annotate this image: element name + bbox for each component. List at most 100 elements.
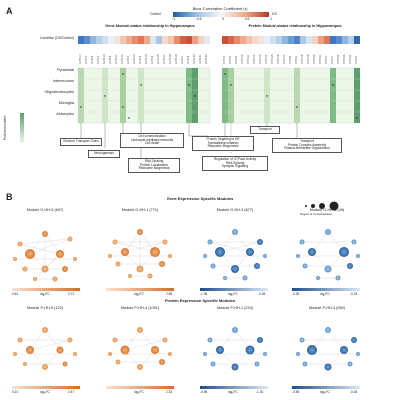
protein-enrichment-grid xyxy=(221,67,361,124)
scale-tick: 1 xyxy=(270,17,272,21)
protein-cb1-max: 2.47 xyxy=(68,390,75,394)
gene-network-3 xyxy=(203,229,267,281)
svg-text:G-HH-14: G-HH-14 xyxy=(79,54,82,64)
protein-module-title-4: Module P-HH-3 (950) xyxy=(308,306,346,310)
svg-text:G-HH-10: G-HH-10 xyxy=(103,54,106,64)
callout-protein-targeting: Protein Targeting to ER Translational In… xyxy=(192,136,254,152)
protein-heatmap-title: Protein Module-status relationship in Hi… xyxy=(248,24,342,28)
svg-text:G-HH-16: G-HH-16 xyxy=(157,54,160,64)
svg-text:P-HH-24: P-HH-24 xyxy=(349,54,352,64)
fold-enrichment-label: Fold enrichment xyxy=(3,115,7,140)
gene-cb1-axis: log₂FC xyxy=(40,292,50,296)
svg-text:P-HH-21: P-HH-21 xyxy=(319,54,322,64)
gene-network-4 xyxy=(296,229,360,281)
svg-text:G-HH-1: G-HH-1 xyxy=(181,55,184,64)
svg-text:P-HH-19: P-HH-19 xyxy=(307,54,310,64)
svg-text:G-HH-19: G-HH-19 xyxy=(175,54,178,64)
scale-tick: -1 xyxy=(172,17,176,21)
protein-network-3 xyxy=(203,327,267,371)
protein-colorbar-3 xyxy=(200,386,268,389)
svg-text:P-HH-5: P-HH-5 xyxy=(229,55,232,64)
svg-text:G-HH-13: G-HH-13 xyxy=(133,54,136,64)
svg-text:P-HH-2: P-HH-2 xyxy=(295,55,298,64)
gene-module-title-1: Module G-HH-5 (607) xyxy=(26,208,64,212)
gene-module-title-4: Module G-HH-5 (49) xyxy=(309,208,345,212)
svg-text:G-HH-18: G-HH-18 xyxy=(169,54,172,64)
row-label-interneurons: Interneurons xyxy=(52,79,74,83)
gene-cb2-axis: log₂FC xyxy=(134,292,144,296)
svg-text:P-HH-10: P-HH-10 xyxy=(241,54,244,64)
callout-transport-complex: Transport Protein Complex Assembly Plasm… xyxy=(272,138,342,154)
protein-cb3-min: -0.56 xyxy=(200,390,208,394)
scale-colorbar xyxy=(173,12,269,17)
row-label-microglia: Microglia xyxy=(58,101,74,105)
svg-text:P-HH-18: P-HH-18 xyxy=(301,54,304,64)
gene-cb2-max: 2.96 xyxy=(166,292,173,296)
fold-enrichment-bar xyxy=(20,113,24,143)
svg-text:P-HH-11: P-HH-11 xyxy=(247,54,250,64)
column-labels: G-HH-14 G-HH-7 G-HH-8 G-HH-2 G-HH-10 G-H… xyxy=(79,54,358,64)
callout-transport: Transport xyxy=(250,126,280,134)
gene-cb1-max: 2.71 xyxy=(68,292,75,296)
gene-module-title-3: Module G-HH-3 (677) xyxy=(216,208,254,212)
svg-text:G-HH-17: G-HH-17 xyxy=(163,54,166,64)
row-label-pyramidal: Pyramidal xyxy=(57,68,74,72)
protein-network-2 xyxy=(108,327,172,370)
gene-cb4-min: -0.35 xyxy=(292,292,300,296)
network-figure xyxy=(12,229,360,389)
callout-cell-communication: Cell communication Leukocyte mediated im… xyxy=(120,133,184,149)
protein-section-title: Protein Expression Specific Modules xyxy=(164,298,236,303)
gene-module-title-2: Module G-HH-1 (771) xyxy=(121,208,159,212)
gene-colorbar-2 xyxy=(106,288,174,291)
panel-b-label: B xyxy=(6,192,13,202)
degree-legend-label: Degree of connectedness xyxy=(300,212,332,216)
protein-cb4-axis: log₂FC xyxy=(320,390,330,394)
protein-cb1-min: 0.21 xyxy=(12,390,19,394)
svg-text:P-HH-1: P-HH-1 xyxy=(331,55,334,64)
gene-network-1 xyxy=(13,231,77,282)
scale-right-label: DS xyxy=(272,12,277,16)
heatmap-figure: G-HH-14 G-HH-7 G-HH-8 G-HH-2 G-HH-10 G-H… xyxy=(20,36,361,158)
protein-cb4-max: -0.45 xyxy=(350,390,358,394)
svg-text:P-HH-17: P-HH-17 xyxy=(283,54,286,64)
gene-heatmap-title: Gene Module-status relationship in Hippo… xyxy=(105,24,195,28)
svg-text:G-HH-5: G-HH-5 xyxy=(187,55,190,64)
protein-colorbar-4 xyxy=(292,386,360,389)
protein-condition-strip xyxy=(222,36,360,44)
svg-text:G-HH-9: G-HH-9 xyxy=(109,55,112,64)
protein-cb1-axis: log₂FC xyxy=(40,390,50,394)
svg-text:P-HH-15: P-HH-15 xyxy=(271,54,274,64)
row-label-astrocytes: Astrocytes xyxy=(56,112,74,116)
svg-text:G-HH-6: G-HH-6 xyxy=(151,55,154,64)
scale-title: Bicor Correlation Coefficient (r) xyxy=(192,6,248,11)
protein-module-title-3: Module P-HH-1 (234) xyxy=(216,306,254,310)
svg-text:G-HH-7: G-HH-7 xyxy=(85,55,88,64)
gene-colorbar-4 xyxy=(292,288,360,291)
svg-text:P-HH-4: P-HH-4 xyxy=(223,55,226,64)
svg-text:P-HH-7: P-HH-7 xyxy=(325,55,328,64)
protein-cb2-max: 2.32 xyxy=(166,390,173,394)
protein-network-1 xyxy=(13,327,77,370)
gene-condition-strip xyxy=(78,36,210,44)
degree-legend xyxy=(305,201,339,211)
scale-tick: 0 xyxy=(222,17,225,21)
gene-cb4-max: -0.23 xyxy=(350,292,358,296)
callout-neurogenesis: Neurogenesis xyxy=(88,150,120,158)
protein-colorbar-1 xyxy=(12,386,80,389)
gene-colorbar-1 xyxy=(12,288,80,291)
svg-text:G-HH-3: G-HH-3 xyxy=(139,55,142,64)
svg-text:P-HH-23: P-HH-23 xyxy=(343,54,346,64)
svg-text:P-HH-22: P-HH-22 xyxy=(337,54,340,64)
svg-text:P-HH-16: P-HH-16 xyxy=(277,54,280,64)
svg-text:P-HH-12: P-HH-12 xyxy=(253,54,256,64)
svg-text:G-HH-12: G-HH-12 xyxy=(121,54,124,64)
protein-module-title-2: Module P-HH-4 (1091) xyxy=(120,306,160,310)
scale-left-label: Control xyxy=(150,12,161,16)
condition-label: Condition (DS/Control) xyxy=(39,36,74,40)
protein-colorbar-2 xyxy=(106,386,174,389)
scale-tick: 0.5 xyxy=(244,17,250,21)
callout-gtpase: Regulation of GTPase Activity RNA Splici… xyxy=(202,156,268,172)
svg-text:P-HH-9: P-HH-9 xyxy=(235,55,238,64)
svg-text:G-HH-21: G-HH-21 xyxy=(199,54,202,64)
svg-text:P-HH-13: P-HH-13 xyxy=(259,54,262,64)
